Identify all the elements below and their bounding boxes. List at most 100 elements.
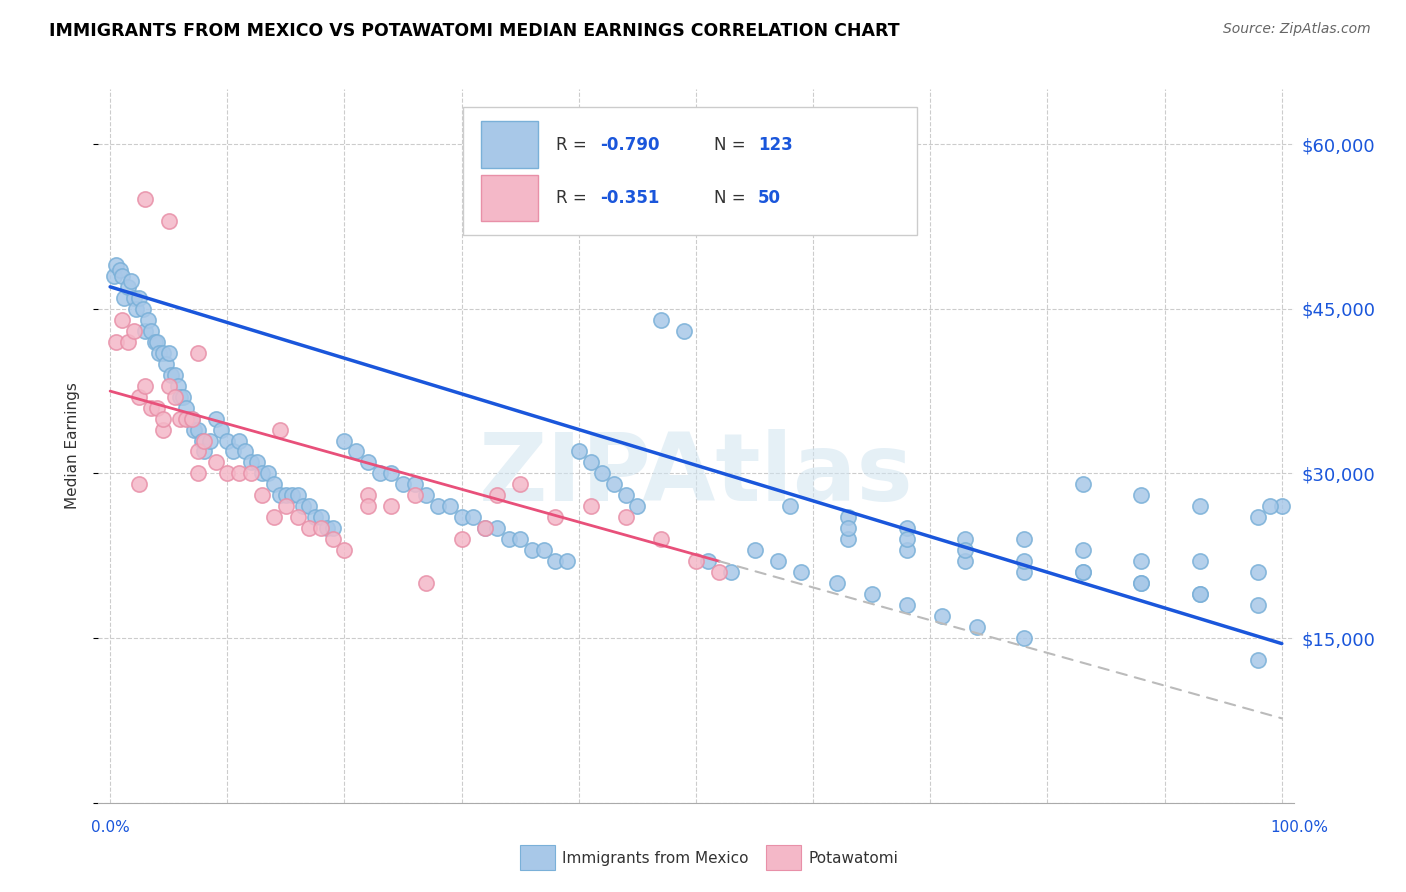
- Point: [169, 390, 191, 404]
- Point: [187, 423, 209, 437]
- Point: [626, 500, 648, 514]
- Point: [298, 521, 321, 535]
- Point: [181, 411, 204, 425]
- Point: [966, 620, 988, 634]
- Point: [105, 334, 128, 349]
- Point: [896, 533, 918, 547]
- Point: [357, 455, 380, 469]
- Text: 0.0%: 0.0%: [91, 821, 131, 835]
- Point: [696, 554, 718, 568]
- Text: 123: 123: [758, 136, 793, 153]
- Point: [143, 334, 166, 349]
- Point: [357, 500, 380, 514]
- Point: [128, 291, 150, 305]
- Text: -0.351: -0.351: [600, 189, 659, 207]
- Point: [111, 268, 134, 283]
- Point: [298, 500, 321, 514]
- Point: [193, 444, 215, 458]
- Point: [650, 533, 672, 547]
- Point: [222, 444, 245, 458]
- Point: [172, 390, 194, 404]
- Point: [509, 477, 531, 491]
- Point: [685, 554, 707, 568]
- Point: [157, 378, 180, 392]
- Point: [108, 263, 131, 277]
- Point: [263, 477, 285, 491]
- Point: [1188, 587, 1211, 601]
- Point: [955, 554, 977, 568]
- Point: [309, 510, 332, 524]
- Point: [217, 434, 239, 448]
- Point: [211, 423, 233, 437]
- Point: [134, 378, 156, 392]
- Point: [1258, 500, 1281, 514]
- Point: [837, 521, 859, 535]
- Point: [333, 434, 356, 448]
- Point: [174, 401, 197, 415]
- Point: [380, 500, 402, 514]
- FancyBboxPatch shape: [481, 121, 538, 168]
- Point: [103, 268, 125, 283]
- Point: [204, 455, 226, 469]
- Point: [152, 345, 174, 359]
- Point: [193, 434, 215, 448]
- Point: [167, 378, 190, 392]
- Point: [720, 566, 742, 580]
- Point: [896, 543, 918, 558]
- Point: [392, 477, 415, 491]
- Point: [304, 510, 326, 524]
- Point: [148, 345, 170, 359]
- Point: [1130, 576, 1153, 591]
- Point: [415, 576, 437, 591]
- Point: [650, 312, 672, 326]
- Point: [125, 301, 148, 316]
- Point: [160, 368, 183, 382]
- Point: [128, 477, 150, 491]
- Point: [132, 301, 155, 316]
- Text: -0.790: -0.790: [600, 136, 659, 153]
- Point: [955, 533, 977, 547]
- Point: [709, 566, 731, 580]
- Point: [287, 510, 309, 524]
- Point: [825, 576, 848, 591]
- Point: [136, 312, 159, 326]
- Point: [1247, 653, 1270, 667]
- Point: [163, 368, 186, 382]
- Point: [474, 521, 496, 535]
- Point: [322, 521, 344, 535]
- Point: [450, 533, 472, 547]
- Point: [368, 467, 391, 481]
- Point: [152, 411, 174, 425]
- Point: [1188, 587, 1211, 601]
- Point: [673, 324, 696, 338]
- Point: [1130, 488, 1153, 502]
- Point: [252, 467, 274, 481]
- Point: [1188, 500, 1211, 514]
- Point: [1188, 554, 1211, 568]
- Text: Source: ZipAtlas.com: Source: ZipAtlas.com: [1223, 22, 1371, 37]
- Point: [187, 467, 209, 481]
- Point: [415, 488, 437, 502]
- Point: [896, 521, 918, 535]
- Text: ZIPAtlas: ZIPAtlas: [478, 428, 914, 521]
- Point: [322, 533, 344, 547]
- Point: [1012, 554, 1035, 568]
- Point: [603, 477, 626, 491]
- Point: [1130, 576, 1153, 591]
- Point: [579, 455, 602, 469]
- Point: [122, 324, 145, 338]
- Point: [591, 467, 613, 481]
- Text: Potawatomi: Potawatomi: [808, 851, 898, 865]
- Point: [134, 324, 156, 338]
- Point: [246, 455, 269, 469]
- Text: R =: R =: [557, 136, 592, 153]
- Point: [779, 500, 801, 514]
- Point: [274, 500, 297, 514]
- Point: [117, 334, 139, 349]
- Y-axis label: Median Earnings: Median Earnings: [65, 383, 80, 509]
- Point: [128, 390, 150, 404]
- Point: [744, 543, 766, 558]
- Point: [1247, 598, 1270, 612]
- Point: [520, 543, 543, 558]
- Point: [837, 533, 859, 547]
